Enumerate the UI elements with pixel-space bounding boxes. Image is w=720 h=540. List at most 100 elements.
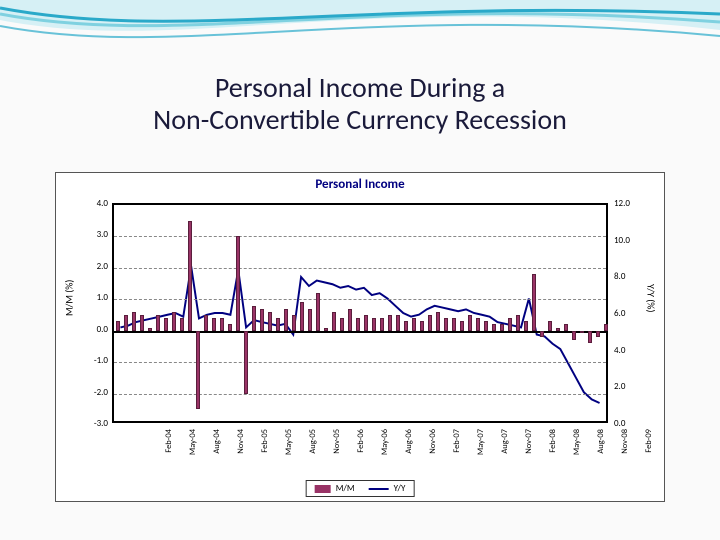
ytick-right: 6.0 <box>614 308 646 319</box>
bar <box>116 321 121 330</box>
ytick-left: 2.0 <box>76 261 108 272</box>
bar <box>244 331 249 394</box>
ytick-left: -3.0 <box>76 418 108 429</box>
bar <box>540 331 545 337</box>
bar <box>220 318 225 331</box>
bar <box>364 315 369 331</box>
bar <box>500 324 505 330</box>
xtick-label: Feb-05 <box>260 429 270 479</box>
right-axis-label: Y/Y (%) <box>644 173 658 423</box>
xtick-label: Feb-04 <box>164 429 174 479</box>
ytick-left: -2.0 <box>76 387 108 398</box>
bar <box>180 318 185 331</box>
xtick-label: May-06 <box>380 429 390 479</box>
ytick-left: 1.0 <box>76 292 108 303</box>
bar <box>452 318 457 331</box>
xtick-label: May-08 <box>572 429 582 479</box>
bar <box>492 324 497 330</box>
bar <box>580 331 585 333</box>
bar <box>604 324 609 330</box>
legend-item-yy: Y/Y <box>369 483 406 494</box>
bar <box>308 309 313 331</box>
bar <box>196 331 201 410</box>
xtick-label: May-04 <box>188 429 198 479</box>
bar <box>380 318 385 331</box>
bar <box>340 318 345 331</box>
xtick-label: Feb-06 <box>356 429 366 479</box>
bar <box>156 315 161 331</box>
bar <box>204 315 209 331</box>
bar <box>276 318 281 331</box>
header-wave <box>0 0 720 66</box>
legend-yy-label: Y/Y <box>394 483 406 494</box>
bar <box>460 321 465 330</box>
ytick-right: 4.0 <box>614 345 646 356</box>
bar <box>140 315 145 331</box>
bar <box>588 331 593 344</box>
chart-title: Personal Income <box>56 177 664 192</box>
gridline <box>114 362 606 363</box>
bar <box>124 315 129 331</box>
xtick-label: Nov-05 <box>332 429 342 479</box>
slide-title: Personal Income During a Non-Convertible… <box>0 72 720 136</box>
ytick-right: 2.0 <box>614 381 646 392</box>
bar <box>228 324 233 330</box>
bar <box>268 312 273 331</box>
bar <box>348 309 353 331</box>
xtick-label: May-05 <box>284 429 294 479</box>
bar <box>596 331 601 337</box>
bar <box>484 321 489 330</box>
legend-swatch-line <box>369 488 389 490</box>
bar <box>388 315 393 331</box>
bar <box>428 315 433 331</box>
slide: Personal Income During a Non-Convertible… <box>0 0 720 540</box>
bar <box>260 309 265 331</box>
bar <box>548 321 553 330</box>
xtick-label: May-07 <box>476 429 486 479</box>
xtick-label: Aug-07 <box>500 429 510 479</box>
bar <box>300 302 305 330</box>
bar <box>332 312 337 331</box>
ytick-right: 8.0 <box>614 271 646 282</box>
bar <box>172 312 177 331</box>
plot-area <box>112 203 608 423</box>
bar <box>284 309 289 331</box>
legend-swatch-bar <box>315 485 331 493</box>
bar <box>468 315 473 331</box>
xtick-label: Nov-08 <box>620 429 630 479</box>
title-line-2: Non-Convertible Currency Recession <box>153 102 567 137</box>
ytick-left: 0.0 <box>76 324 108 335</box>
bar <box>524 321 529 330</box>
ytick-left: -1.0 <box>76 355 108 366</box>
bar <box>556 328 561 331</box>
bar <box>324 328 329 331</box>
bar <box>252 306 257 331</box>
ytick-right: 12.0 <box>614 198 646 209</box>
bar <box>476 318 481 331</box>
ytick-right: 10.0 <box>614 235 646 246</box>
zero-line <box>114 331 606 333</box>
xtick-label: Aug-04 <box>212 429 222 479</box>
bar <box>396 315 401 331</box>
bar <box>532 274 537 331</box>
bar <box>412 318 417 331</box>
bar <box>444 318 449 331</box>
ytick-left: 3.0 <box>76 229 108 240</box>
xtick-label: Feb-07 <box>452 429 462 479</box>
xtick-label: Nov-06 <box>428 429 438 479</box>
legend: M/M Y/Y <box>306 480 415 497</box>
bar <box>420 321 425 330</box>
xtick-label: Nov-07 <box>524 429 534 479</box>
ytick-right: 0.0 <box>614 418 646 429</box>
bar <box>148 328 153 331</box>
bar <box>132 312 137 331</box>
legend-item-mm: M/M <box>315 483 355 494</box>
title-line-1: Personal Income During a <box>215 70 505 105</box>
bar <box>356 318 361 331</box>
bar <box>572 331 577 340</box>
bar <box>508 318 513 331</box>
bar <box>436 312 441 331</box>
gridline <box>114 394 606 395</box>
bar <box>316 293 321 331</box>
ytick-left: 4.0 <box>76 198 108 209</box>
